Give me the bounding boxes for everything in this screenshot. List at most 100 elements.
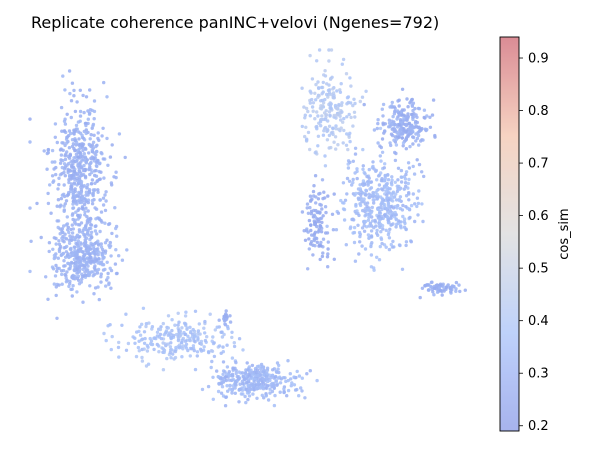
scatter-point (288, 372, 292, 376)
scatter-point (77, 168, 81, 173)
scatter-point (266, 398, 271, 402)
scatter-point (84, 190, 89, 194)
scatter-point (353, 171, 357, 175)
scatter-point (345, 115, 349, 119)
scatter-point (365, 204, 369, 209)
scatter-point (289, 377, 293, 381)
scatter-point (342, 128, 346, 133)
scatter-point (393, 122, 397, 127)
scatter-point (313, 151, 317, 155)
scatter-point (60, 230, 65, 234)
scatter-point (42, 149, 46, 153)
scatter-point (99, 210, 104, 214)
scatter-point (29, 239, 33, 243)
scatter-point (325, 255, 330, 259)
scatter-point (318, 224, 322, 228)
scatter-point (106, 275, 110, 280)
scatter-point (308, 369, 312, 373)
scatter-point (79, 242, 84, 246)
scatter-point (297, 394, 301, 398)
scatter-point (318, 257, 322, 262)
scatter-point (225, 365, 230, 369)
scatter-point (335, 89, 339, 93)
scatter-point (358, 234, 362, 239)
scatter-point (342, 207, 347, 212)
scatter-point (347, 135, 351, 139)
scatter-point (109, 286, 113, 290)
scatter-point (63, 143, 67, 148)
scatter-point (67, 255, 71, 260)
scatter-point (457, 283, 461, 287)
scatter-point (300, 376, 304, 380)
scatter-point (351, 159, 355, 163)
scatter-point (407, 166, 412, 170)
scatter-point (147, 321, 151, 325)
scatter-point (71, 142, 76, 146)
chart-title: Replicate coherence panINC+velovi (Ngene… (31, 13, 439, 32)
scatter-point (54, 293, 58, 298)
scatter-point (82, 138, 87, 142)
scatter-point (88, 284, 92, 288)
scatter-point (326, 194, 330, 198)
scatter-point (387, 236, 392, 240)
scatter-point (199, 339, 204, 344)
scatter-point (92, 292, 96, 296)
scatter-point (305, 202, 310, 206)
scatter-point (399, 180, 404, 184)
scatter-point (83, 213, 87, 217)
scatter-point (349, 101, 353, 105)
scatter-point (337, 102, 341, 107)
scatter-point (383, 122, 387, 126)
scatter-point (221, 345, 225, 349)
scatter-point (94, 160, 99, 165)
scatter-point (275, 361, 280, 365)
scatter-point (332, 140, 336, 144)
scatter-point (367, 176, 371, 180)
scatter-point (401, 214, 405, 219)
scatter-point (65, 141, 69, 145)
scatter-point (72, 220, 77, 224)
scatter-point (84, 193, 88, 197)
scatter-point (80, 205, 85, 209)
scatter-point (401, 141, 406, 145)
scatter-point (46, 297, 50, 301)
scatter-point (53, 274, 58, 278)
scatter-point (99, 242, 104, 246)
scatter-point (268, 391, 272, 395)
scatter-point (95, 269, 99, 273)
scatter-point (57, 176, 61, 180)
scatter-point (404, 172, 408, 177)
scatter-point (300, 210, 305, 214)
scatter-point (256, 383, 260, 387)
scatter-point (376, 118, 380, 122)
scatter-point (348, 139, 352, 144)
scatter-point (354, 202, 358, 207)
scatter-point (103, 208, 108, 213)
scatter-point (62, 224, 66, 228)
scatter-point (219, 330, 223, 334)
scatter-point (270, 389, 275, 394)
scatter-point (389, 193, 394, 197)
scatter-point (176, 338, 181, 343)
scatter-point (60, 252, 65, 256)
scatter-point (106, 163, 110, 167)
scatter-point (390, 119, 394, 123)
scatter-point (217, 318, 221, 322)
scatter-point (357, 213, 361, 218)
scatter-point (56, 256, 60, 260)
scatter-point (375, 255, 379, 259)
scatter-point (142, 330, 147, 334)
scatter-point (368, 213, 372, 217)
scatter-point (83, 197, 88, 201)
scatter-point (274, 369, 278, 373)
scatter-point (222, 379, 226, 384)
scatter-point (311, 189, 316, 194)
scatter-point (193, 340, 197, 344)
scatter-point (299, 386, 303, 390)
scatter-point (405, 115, 409, 120)
scatter-point (48, 183, 52, 187)
scatter-point (240, 371, 245, 375)
scatter-point (361, 179, 366, 183)
scatter-point (47, 241, 52, 245)
scatter-point (212, 354, 217, 359)
